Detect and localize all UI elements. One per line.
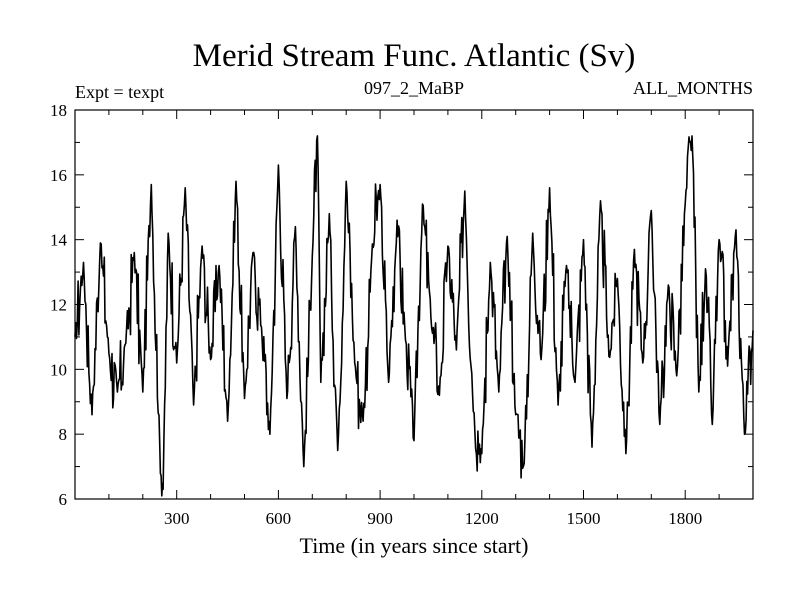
- y-tick-label: 8: [59, 425, 68, 444]
- plot-frame: [74, 109, 754, 500]
- y-tick-label: 6: [59, 490, 68, 509]
- x-tick-label: 1500: [567, 509, 601, 528]
- series-line: [74, 135, 754, 497]
- subtitle-center: 097_2_MaBP: [364, 78, 464, 98]
- plot-layer: [74, 135, 754, 497]
- y-tick-label: 16: [50, 166, 67, 185]
- x-tick-label: 600: [266, 509, 292, 528]
- ticks-layer: 6 8 10 12 14 16 18 300 600 900 1200 1500 1800: [50, 101, 753, 528]
- y-tick-label: 12: [50, 296, 67, 315]
- y-tick-label: 10: [50, 360, 67, 379]
- subtitle-right: ALL_MONTHS: [633, 78, 753, 98]
- x-tick-label: 1200: [465, 509, 499, 528]
- subtitle-left: Expt = texpt: [75, 82, 164, 102]
- y-tick-label: 14: [50, 231, 68, 250]
- x-tick-label: 1800: [668, 509, 702, 528]
- x-tick-label: 900: [367, 509, 393, 528]
- chart-title: Merid Stream Func. Atlantic (Sv): [193, 38, 636, 74]
- x-tick-label: 300: [164, 509, 190, 528]
- x-axis-label: Time (in years since start): [300, 533, 529, 558]
- y-tick-label: 18: [50, 101, 67, 120]
